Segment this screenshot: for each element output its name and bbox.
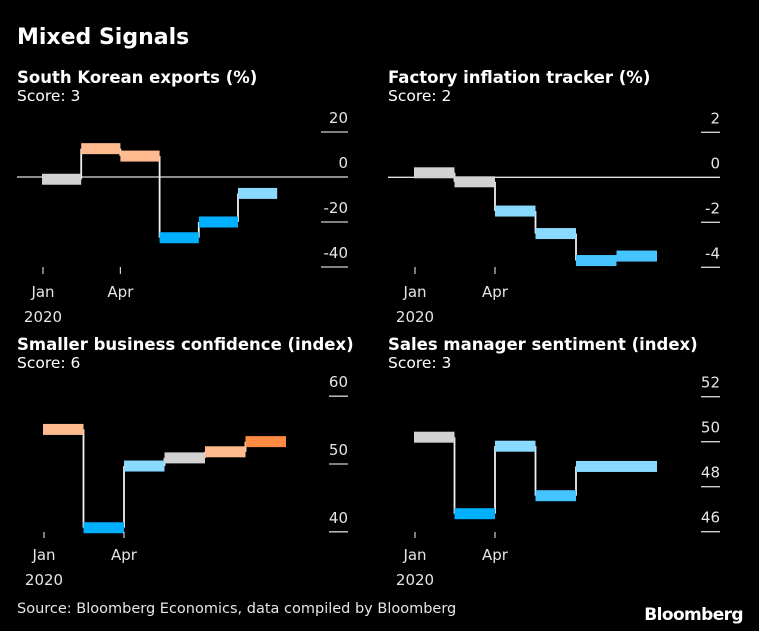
step-bar — [42, 173, 82, 185]
y-tick-label: 0 — [338, 154, 348, 172]
panel-title: Smaller business confidence (index) — [17, 335, 354, 354]
y-tick-label: -4 — [705, 244, 720, 262]
step-bar — [616, 460, 657, 472]
x-tick-label: Apr — [482, 546, 509, 564]
step-bar — [535, 490, 576, 502]
chart-panel-3: Smaller business confidence (index)Score… — [17, 335, 354, 589]
step-bar — [81, 143, 121, 155]
step-bar — [198, 216, 238, 228]
y-tick-label: 52 — [701, 374, 720, 392]
y-tick-label: -2 — [705, 199, 720, 217]
step-bar — [205, 446, 246, 458]
step-bar — [535, 228, 576, 240]
step-bar — [120, 150, 160, 162]
step-bar — [43, 423, 84, 435]
step-bar — [238, 187, 278, 199]
step-bar — [245, 436, 286, 448]
x-year-label: 2020 — [396, 308, 434, 326]
x-year-label: 2020 — [396, 571, 434, 589]
panel-score: Score: 3 — [388, 354, 451, 372]
step-bar — [159, 232, 199, 244]
step-bar — [454, 176, 495, 188]
y-tick-label: 50 — [701, 419, 720, 437]
y-tick-label: -20 — [324, 199, 349, 217]
x-year-label: 2020 — [25, 571, 63, 589]
panel-title: Factory inflation tracker (%) — [388, 68, 650, 87]
y-tick-label: 46 — [701, 509, 720, 527]
y-tick-label: 40 — [329, 509, 348, 527]
x-tick-label: Jan — [31, 546, 55, 564]
panel-score: Score: 2 — [388, 87, 451, 105]
y-tick-label: -40 — [324, 244, 349, 262]
step-bar — [414, 167, 455, 179]
step-bar — [454, 508, 495, 520]
step-bar — [576, 460, 617, 472]
step-bar — [414, 431, 455, 443]
chart-panel-4: Sales manager sentiment (index)Score: 3 5… — [388, 335, 720, 589]
main-title: Mixed Signals — [17, 25, 189, 50]
x-tick-label: Jan — [402, 283, 426, 301]
bloomberg-logo: Bloomberg — [644, 605, 743, 625]
y-tick-label: 48 — [701, 464, 720, 482]
panel-title: Sales manager sentiment (index) — [388, 335, 698, 354]
step-bar — [164, 452, 205, 464]
y-tick-label: 50 — [329, 441, 348, 459]
source-note: Source: Bloomberg Economics, data compil… — [17, 601, 456, 617]
step-bar — [495, 205, 536, 217]
x-tick-label: Apr — [482, 283, 509, 301]
x-tick-label: Apr — [111, 546, 138, 564]
step-bar — [124, 460, 165, 472]
step-bar — [576, 255, 617, 267]
y-tick-label: 20 — [329, 109, 348, 127]
panel-score: Score: 6 — [17, 354, 80, 372]
y-tick-label: 60 — [329, 373, 348, 391]
chart-panel-2: Factory inflation tracker (%)Score: 2 2 0 -… — [388, 68, 720, 326]
y-tick-label: 0 — [710, 154, 720, 172]
step-bar — [616, 250, 657, 262]
panel-title: South Korean exports (%) — [17, 68, 257, 87]
step-bar — [83, 522, 124, 534]
x-tick-label: Jan — [402, 546, 426, 564]
step-bar — [495, 440, 536, 452]
x-tick-label: Jan — [30, 283, 54, 301]
x-tick-label: Apr — [107, 283, 134, 301]
y-tick-label: 2 — [710, 109, 720, 127]
chart-panel-1: South Korean exports (%)Score: 3 20 0 -20 -4… — [17, 68, 348, 326]
panel-score: Score: 3 — [17, 87, 80, 105]
x-year-label: 2020 — [24, 308, 62, 326]
